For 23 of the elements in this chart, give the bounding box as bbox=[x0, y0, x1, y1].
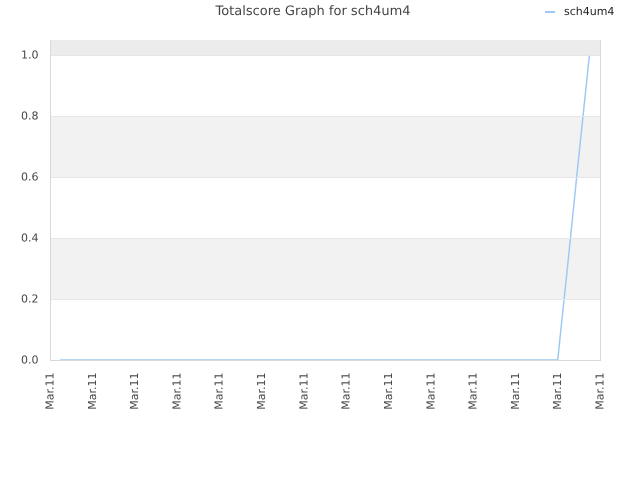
x-tick-label: Mar.11 bbox=[551, 372, 564, 410]
x-tick-label: Mar.11 bbox=[255, 372, 268, 410]
x-tick-label: Mar.11 bbox=[424, 372, 438, 410]
y-tick-label: 0.6 bbox=[21, 170, 38, 184]
x-tick-label: Mar.11 bbox=[128, 372, 142, 410]
x-tick-label: Mar.11 bbox=[170, 372, 184, 410]
x-tick-label: Mar.11 bbox=[44, 372, 56, 410]
y-tick-label: 0.2 bbox=[21, 292, 38, 306]
chart-title: Totalscore Graph for sch4um4 bbox=[214, 4, 411, 19]
legend-label: sch4um4 bbox=[564, 5, 614, 18]
x-tick-label: Mar.11 bbox=[340, 372, 353, 410]
x-tick-label: Mar.11 bbox=[382, 372, 395, 410]
x-tick-label: Mar.11 bbox=[594, 372, 606, 410]
x-tick-label: Mar.11 bbox=[86, 372, 99, 410]
x-tick-label: Mar.11 bbox=[508, 372, 522, 410]
x-tick-label: Mar.11 bbox=[466, 372, 480, 410]
y-tick-label: 0.4 bbox=[21, 232, 38, 245]
y-tick-label: 0.0 bbox=[21, 354, 38, 366]
line-series bbox=[60, 54, 590, 361]
y-tick-label: 1.0 bbox=[21, 48, 38, 62]
x-tick-label: Mar.11 bbox=[212, 372, 226, 410]
x-tick-label: Mar.11 bbox=[297, 372, 310, 410]
y-tick-label: 0.8 bbox=[21, 110, 38, 123]
